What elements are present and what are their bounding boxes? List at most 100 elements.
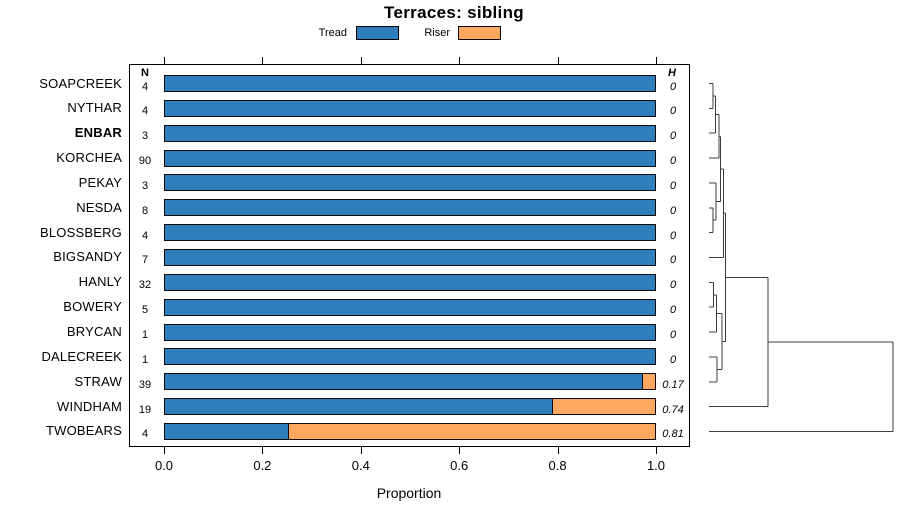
bar-tread-segment — [165, 423, 288, 439]
bar — [164, 273, 656, 291]
h-column-header: H — [668, 67, 676, 79]
category-label: TWOBEARS — [46, 423, 122, 439]
bar-tread-segment — [165, 324, 655, 340]
n-value: 1 — [141, 353, 149, 366]
x-tick-top — [262, 57, 264, 64]
x-tick-label: 0.0 — [154, 458, 174, 473]
bar-tread-segment — [165, 125, 655, 141]
x-tick-top — [360, 57, 362, 64]
category-label: ENBAR — [74, 125, 122, 141]
bar — [164, 99, 656, 117]
x-tick-bottom — [360, 447, 362, 454]
bar — [164, 422, 656, 440]
h-value: 0 — [669, 229, 677, 242]
x-tick-top — [459, 57, 461, 64]
h-value: 0 — [669, 130, 677, 143]
x-tick-top — [656, 57, 657, 64]
bar — [164, 174, 656, 192]
x-tick-label: 0.2 — [253, 458, 272, 473]
legend-label-tread: Tread — [318, 27, 347, 39]
n-value: 90 — [138, 155, 152, 168]
bar-tread-segment — [165, 399, 552, 415]
category-label: HANLY — [78, 274, 122, 290]
bar-riser-segment — [551, 399, 655, 415]
category-label: BIGSANDY — [53, 249, 122, 265]
n-value: 4 — [141, 80, 149, 93]
bar-tread-segment — [165, 299, 655, 315]
bar — [164, 224, 656, 242]
x-tick-bottom — [262, 447, 264, 454]
bar — [164, 248, 656, 266]
category-label: NESDA — [76, 199, 122, 215]
bar — [164, 323, 656, 341]
bar-tread-segment — [165, 349, 655, 365]
h-value: 0.81 — [662, 428, 684, 441]
bar-riser-segment — [287, 423, 655, 439]
category-label: DALECREEK — [41, 348, 122, 364]
category-label: KORCHEA — [56, 150, 122, 166]
category-label: BRYCAN — [66, 324, 122, 340]
bar — [164, 373, 656, 391]
category-label: PEKAY — [78, 174, 122, 190]
x-tick-bottom — [164, 447, 165, 454]
h-value: 0 — [669, 279, 677, 292]
h-value: 0 — [669, 105, 677, 118]
bar-tread-segment — [165, 274, 655, 290]
n-value: 5 — [141, 304, 149, 317]
bar — [164, 398, 656, 416]
x-tick-top — [164, 57, 165, 64]
category-label: BLOSSBERG — [40, 224, 122, 240]
bar — [164, 124, 656, 142]
bar-tread-segment — [165, 175, 655, 191]
category-label: STRAW — [74, 373, 122, 389]
x-tick-label: 0.4 — [351, 458, 370, 473]
h-value: 0 — [669, 155, 677, 168]
n-value: 39 — [138, 378, 152, 391]
x-tick-label: 0.6 — [450, 458, 469, 473]
n-value: 3 — [141, 130, 149, 143]
h-value: 0 — [669, 204, 677, 217]
bar-tread-segment — [165, 150, 655, 166]
h-value: 0 — [669, 80, 677, 93]
legend-swatch-riser — [458, 26, 501, 40]
h-value: 0 — [669, 353, 677, 366]
bar — [164, 149, 656, 167]
legend-label-riser: Riser — [424, 27, 450, 39]
x-tick-bottom — [459, 447, 461, 454]
n-value: 3 — [141, 179, 149, 192]
x-tick-bottom — [656, 447, 657, 454]
bar-riser-segment — [642, 374, 655, 390]
bar — [164, 75, 656, 92]
bar-tread-segment — [165, 100, 655, 116]
n-value: 1 — [141, 329, 149, 342]
bar-tread-segment — [165, 76, 655, 91]
n-value: 32 — [138, 279, 152, 292]
category-label: WINDHAM — [57, 398, 122, 414]
n-value: 4 — [141, 105, 149, 118]
h-value: 0.74 — [662, 403, 684, 416]
h-value: 0 — [669, 329, 677, 342]
x-tick-label: 1.0 — [646, 458, 666, 473]
category-label: NYTHAR — [67, 100, 122, 116]
n-column-header: N — [141, 67, 149, 79]
n-value: 4 — [141, 428, 149, 441]
n-value: 4 — [141, 229, 149, 242]
x-tick-top — [557, 57, 559, 64]
x-axis-title: Proportion — [376, 485, 442, 501]
h-value: 0 — [669, 179, 677, 192]
h-value: 0 — [669, 304, 677, 317]
bar — [164, 348, 656, 366]
category-label: SOAPCREEK — [39, 75, 122, 91]
bar-tread-segment — [165, 249, 655, 265]
h-value: 0 — [669, 254, 677, 267]
bar-tread-segment — [165, 200, 655, 216]
chart-title: Terraces: sibling — [384, 3, 524, 22]
bar-tread-segment — [165, 225, 655, 241]
bar — [164, 199, 656, 217]
x-tick-label: 0.8 — [548, 458, 567, 473]
n-value: 19 — [138, 403, 152, 416]
x-tick-bottom — [557, 447, 559, 454]
h-value: 0.17 — [662, 378, 684, 391]
bar — [164, 298, 656, 316]
